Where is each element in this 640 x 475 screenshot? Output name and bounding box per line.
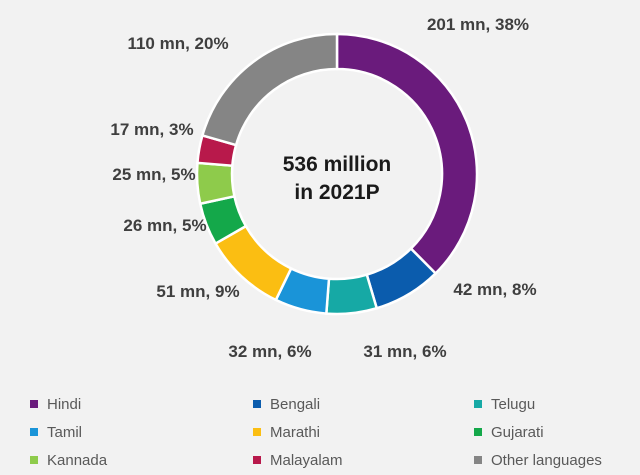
legend-swatch [253, 428, 261, 436]
slice-kannada [195, 161, 236, 206]
slice-telugu [324, 273, 379, 316]
legend-item-bengali: Bengali [253, 390, 474, 418]
legend-swatch [474, 400, 482, 408]
legend-label: Bengali [270, 395, 321, 413]
data-label-telugu: 31 mn, 6% [363, 342, 446, 361]
legend-label: Hindi [47, 395, 82, 413]
center-label-line-1: 536 million [283, 153, 392, 176]
chart-legend: Hindi Bengali Telugu Tamil Marathi Gujarati Ka… [30, 390, 630, 474]
data-label-other-languages: 110 mn, 20% [127, 34, 228, 53]
legend-item-tamil: Tamil [30, 418, 253, 446]
legend-item-other-languages: Other languages [474, 446, 630, 474]
legend-label: Telugu [491, 395, 536, 413]
legend-item-telugu: Telugu [474, 390, 630, 418]
legend-label: Other languages [491, 451, 602, 469]
slice-other-languages [200, 32, 339, 147]
legend-swatch [474, 456, 482, 464]
legend-swatch [30, 400, 38, 408]
legend-item-marathi: Marathi [253, 418, 474, 446]
legend-item-kannada: Kannada [30, 446, 253, 474]
legend-label: Marathi [270, 423, 321, 441]
data-label-gujarati: 26 mn, 5% [123, 216, 206, 235]
legend-swatch [474, 428, 482, 436]
data-label-bengali: 42 mn, 8% [453, 280, 536, 299]
data-label-tamil: 32 mn, 6% [228, 342, 311, 361]
legend-item-hindi: Hindi [30, 390, 253, 418]
legend-swatch [30, 456, 38, 464]
legend-swatch [30, 428, 38, 436]
donut-chart: 201 mn, 38% 42 mn, 8% 31 mn, 6% 32 mn, 6% 51… [110, 15, 536, 361]
legend-item-malayalam: Malayalam [253, 446, 474, 474]
legend-label: Tamil [47, 423, 83, 441]
center-label-line-2: in 2021P [294, 181, 379, 204]
data-label-malayalam: 17 mn, 3% [110, 120, 193, 139]
legend-swatch [253, 400, 261, 408]
data-label-hindi: 201 mn, 38% [427, 15, 529, 34]
data-label-kannada: 25 mn, 5% [112, 165, 195, 184]
legend-label: Kannada [47, 451, 108, 469]
legend-swatch [253, 456, 261, 464]
data-label-marathi: 51 mn, 9% [156, 282, 239, 301]
legend-label: Gujarati [491, 423, 544, 441]
legend-label: Malayalam [270, 451, 343, 469]
legend-item-gujarati: Gujarati [474, 418, 630, 446]
